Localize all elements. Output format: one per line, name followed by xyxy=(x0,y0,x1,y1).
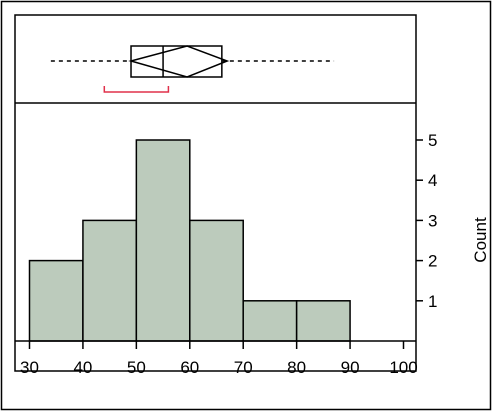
histogram-bar xyxy=(135,139,191,342)
histogram-bar xyxy=(295,300,351,342)
histogram-bars xyxy=(28,139,351,342)
quartile-box xyxy=(130,45,223,78)
x-axis: 30 40 50 60 70 80 90 100 xyxy=(15,340,418,377)
x-tick-label: 90 xyxy=(341,358,360,377)
mean-diamond xyxy=(128,45,230,78)
x-tick-label: 40 xyxy=(73,358,92,377)
plot-frame xyxy=(14,14,417,372)
histogram-bar xyxy=(242,300,298,342)
x-tick-label: 70 xyxy=(234,358,253,377)
box-plot-panel xyxy=(50,45,335,93)
x-tick-label: 100 xyxy=(389,358,417,377)
y-tick-label: 1 xyxy=(428,292,437,311)
y-tick-label: 4 xyxy=(428,171,437,190)
y-tick-label: 3 xyxy=(428,211,437,230)
x-tick-label: 60 xyxy=(180,358,199,377)
x-tick-label: 30 xyxy=(20,358,39,377)
histogram-bar xyxy=(189,219,244,342)
y-tick-label: 2 xyxy=(428,252,437,271)
x-tick-label: 80 xyxy=(287,358,306,377)
y-tick-label: 5 xyxy=(428,131,437,150)
y-axis: 1 2 3 4 5 xyxy=(416,131,437,311)
histogram-bar xyxy=(28,259,84,342)
y-axis-title: Count xyxy=(471,217,490,263)
shortest-half-bracket xyxy=(103,86,170,93)
x-tick-label: 50 xyxy=(127,358,146,377)
histogram-bar xyxy=(82,219,138,342)
